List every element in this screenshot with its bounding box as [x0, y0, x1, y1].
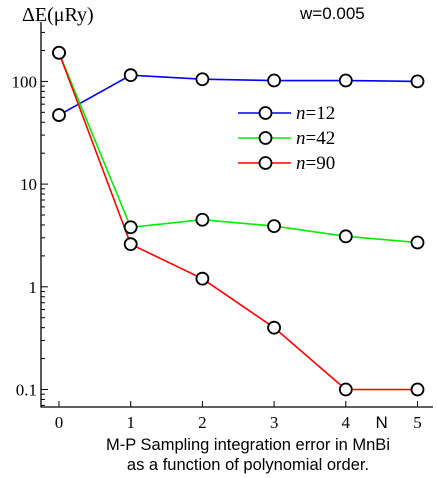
legend-marker [258, 106, 273, 120]
annotation-text: w=0.005 [299, 4, 365, 23]
axis-frame [40, 22, 433, 408]
data-point-n=12 [410, 74, 425, 89]
data-point-n=90 [338, 382, 353, 397]
x-tick-label: 4 [342, 413, 351, 432]
legend: n=12 n=42 n=90 [238, 103, 335, 174]
series-line-n=12 [58, 74, 418, 116]
y-axis-label: ΔE(μRy) [22, 4, 94, 26]
caption-line-2: as a function of polynomial order. [127, 456, 369, 474]
data-point-n=12 [195, 72, 210, 87]
data-point-n=90 [195, 271, 210, 286]
data-point-n=42 [267, 219, 282, 233]
data-point-n=90 [410, 382, 425, 397]
axes [40, 22, 433, 408]
data-point-n=12 [123, 68, 138, 83]
y-tick-label: 100 [12, 72, 38, 91]
data-point-n=90 [267, 320, 282, 335]
x-tick-label: 0 [55, 413, 64, 432]
y-tick-label: 10 [20, 175, 37, 194]
data-point-n=12 [52, 108, 66, 122]
x-tick-label: 5 [413, 413, 422, 432]
data-point-n=42 [338, 229, 353, 244]
legend-label: n=42 [296, 128, 335, 149]
ticks: 0 1 2 3 4 5 N 0.1 1 10 100 [12, 31, 422, 432]
caption-line-1: M-P Sampling integration error in MnBi [106, 436, 390, 454]
x-axis-n-label: N [376, 413, 388, 432]
series-line-n=42 [58, 52, 418, 244]
data-point-n=90 [52, 45, 66, 60]
data-point-n=42 [123, 220, 138, 235]
data-point-n=90 [123, 237, 138, 252]
legend-marker [258, 131, 273, 145]
legend-label: n=90 [296, 153, 335, 174]
data-point-n=12 [267, 73, 282, 88]
x-tick-label: 1 [126, 413, 135, 432]
data-point-n=42 [195, 212, 210, 227]
x-tick-label: 2 [198, 413, 207, 432]
data-point-n=12 [338, 73, 353, 88]
y-tick-label: 1 [29, 278, 38, 297]
series-layer [52, 45, 425, 397]
x-tick-label: 3 [270, 413, 279, 432]
series-line-n=90 [58, 52, 418, 391]
y-tick-label: 0.1 [16, 381, 37, 400]
legend-label: n=12 [296, 103, 335, 124]
data-point-n=42 [410, 235, 425, 250]
legend-marker [258, 156, 273, 170]
